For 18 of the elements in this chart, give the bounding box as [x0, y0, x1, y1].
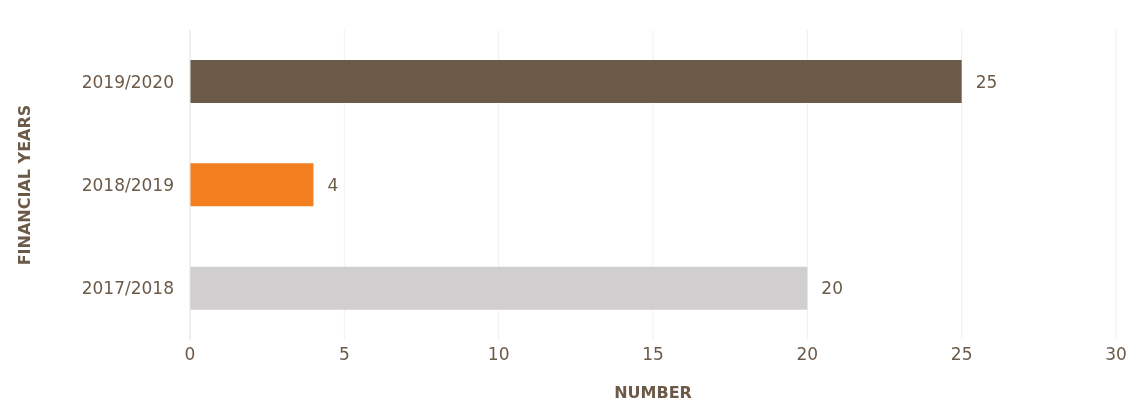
x-tick-label: 0 — [184, 344, 196, 365]
bar — [190, 163, 314, 207]
y-axis-title: FINANCIAL YEARS — [14, 104, 34, 266]
x-tick-label: 30 — [1105, 344, 1127, 365]
bar — [190, 59, 962, 103]
data-label: 20 — [821, 278, 843, 299]
x-tick-label: 15 — [642, 344, 664, 365]
x-tick-label: 10 — [487, 344, 510, 365]
y-tick-label: 2017/2018 — [81, 278, 174, 299]
x-tick-label: 25 — [950, 344, 973, 365]
x-tick-label: 5 — [338, 344, 350, 365]
data-label: 4 — [327, 174, 339, 195]
bar — [190, 266, 808, 310]
x-axis-title: NUMBER — [614, 383, 692, 402]
data-label: 25 — [975, 71, 998, 92]
y-tick-label: 2018/2019 — [81, 175, 174, 196]
x-tick-label: 20 — [796, 344, 819, 365]
y-tick-label: 2019/2020 — [81, 71, 174, 92]
